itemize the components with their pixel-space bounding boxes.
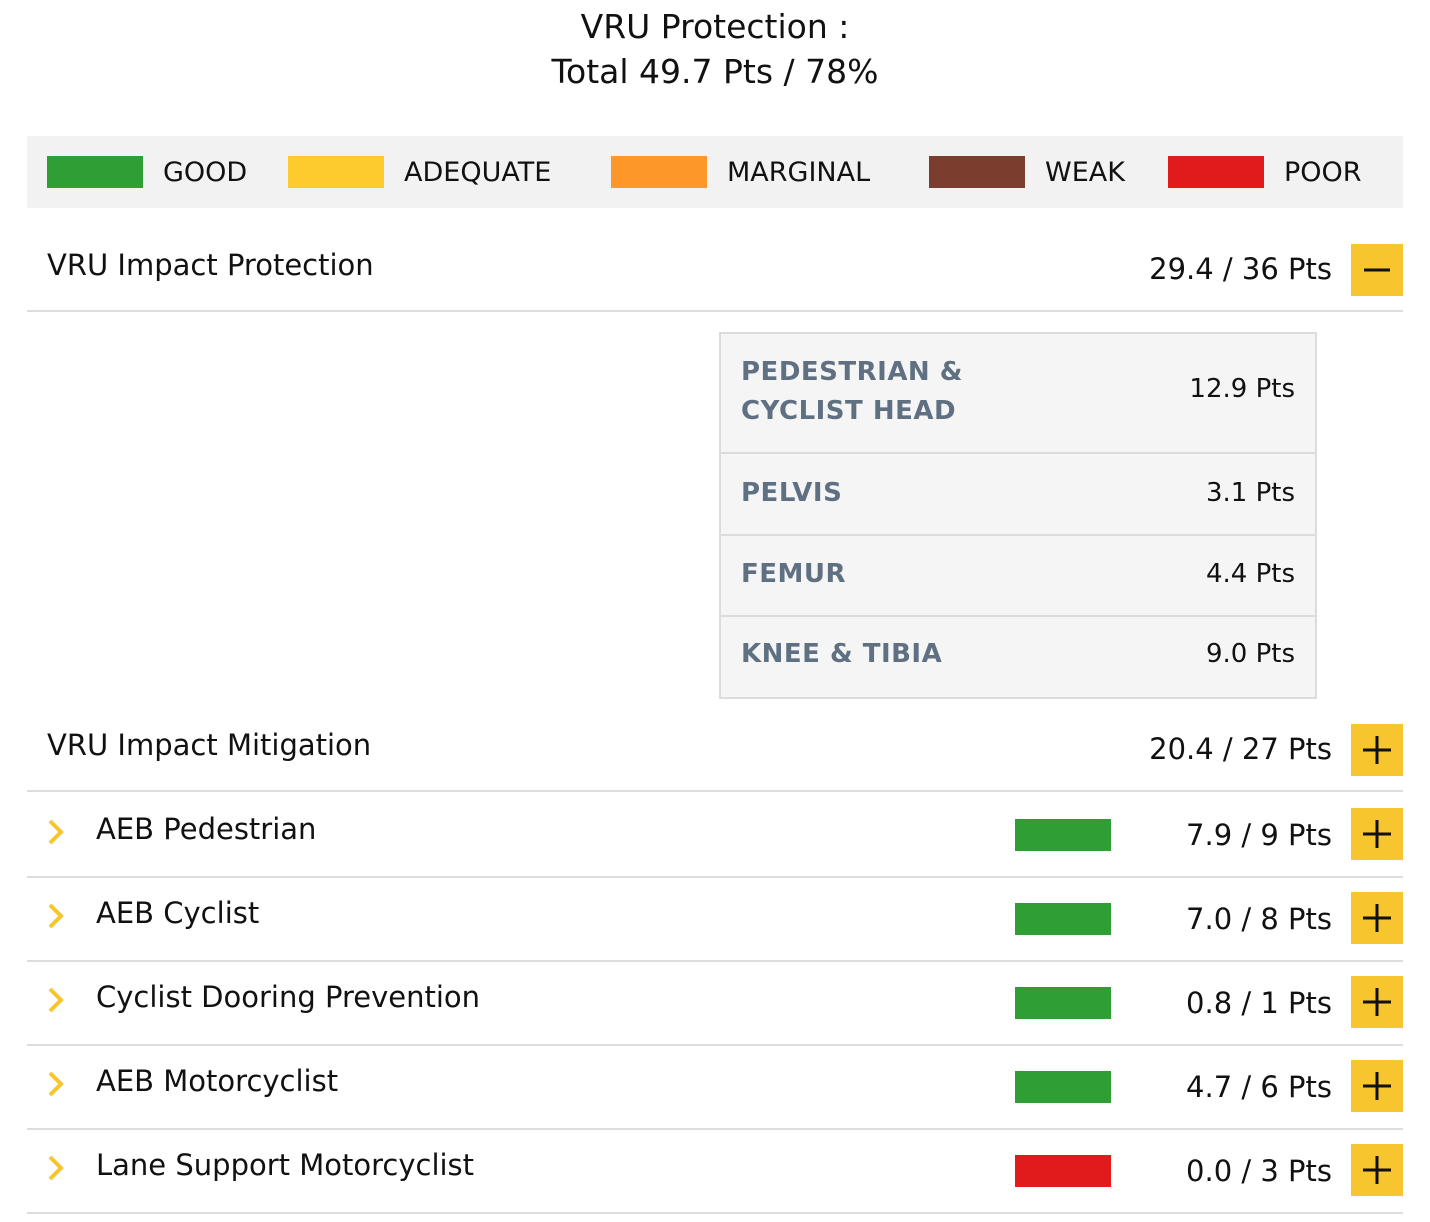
collapse-button-impact-protection[interactable] bbox=[1351, 244, 1403, 296]
plus-icon bbox=[1363, 904, 1391, 932]
section-title-impact-mitigation: VRU Impact Mitigation bbox=[47, 728, 372, 762]
breakdown-value: 4.4 Pts bbox=[1205, 559, 1295, 589]
breakdown-label: KNEE & TIBIA bbox=[741, 639, 943, 669]
section-score-impact-protection: 29.4 / 36 Pts bbox=[1149, 252, 1332, 286]
legend-swatch-weak bbox=[929, 156, 1025, 188]
breakdown-label: FEMUR bbox=[741, 559, 847, 589]
breakdown-label: PEDESTRIAN & CYCLIST HEAD bbox=[741, 357, 963, 426]
item-label: AEB Motorcyclist bbox=[96, 1064, 339, 1098]
chevron-right-icon bbox=[48, 987, 64, 1013]
breakdown-value: 12.9 Pts bbox=[1189, 374, 1295, 404]
item-score: 4.7 / 6 Pts bbox=[1186, 1070, 1332, 1104]
expand-button-impact-mitigation[interactable] bbox=[1351, 724, 1403, 776]
legend-label-marginal: MARGINAL bbox=[727, 156, 871, 188]
legend-label-good: GOOD bbox=[163, 156, 248, 188]
plus-icon bbox=[1363, 820, 1391, 848]
section-score-impact-mitigation: 20.4 / 27 Pts bbox=[1149, 732, 1332, 766]
breakdown-row-head: PEDESTRIAN & CYCLIST HEAD 12.9 Pts bbox=[721, 334, 1315, 454]
plus-icon bbox=[1363, 1072, 1391, 1100]
legend-swatch-marginal bbox=[611, 156, 707, 188]
list-item-aeb-cyclist[interactable]: AEB Cyclist 7.0 / 8 Pts bbox=[27, 876, 1403, 962]
plus-icon bbox=[1363, 988, 1391, 1016]
item-score: 7.0 / 8 Pts bbox=[1186, 902, 1332, 936]
section-vru-impact-protection: VRU Impact Protection 29.4 / 36 Pts bbox=[27, 236, 1403, 312]
breakdown-value: 9.0 Pts bbox=[1205, 639, 1295, 669]
item-score: 7.9 / 9 Pts bbox=[1186, 818, 1332, 852]
page-title-line1: VRU Protection : bbox=[580, 7, 850, 46]
expand-button-aeb-cyclist[interactable] bbox=[1351, 892, 1403, 944]
chevron-right-icon bbox=[48, 1071, 64, 1097]
breakdown-row-pelvis: PELVIS 3.1 Pts bbox=[721, 454, 1315, 536]
legend-label-adequate: ADEQUATE bbox=[404, 156, 552, 188]
section-vru-impact-mitigation: VRU Impact Mitigation 20.4 / 27 Pts bbox=[27, 716, 1403, 792]
legend-item-marginal: MARGINAL bbox=[611, 136, 870, 208]
chevron-right-icon bbox=[48, 903, 64, 929]
breakdown-row-knee-tibia: KNEE & TIBIA 9.0 Pts bbox=[721, 617, 1315, 697]
item-label: Cyclist Dooring Prevention bbox=[96, 980, 481, 1014]
page-title: VRU Protection : Total 49.7 Pts / 78% bbox=[0, 4, 1430, 94]
legend-item-good: GOOD bbox=[47, 136, 247, 208]
legend-swatch-adequate bbox=[288, 156, 384, 188]
breakdown-label: PELVIS bbox=[741, 478, 843, 508]
item-label: AEB Cyclist bbox=[96, 896, 260, 930]
minus-icon bbox=[1364, 268, 1390, 272]
legend-item-weak: WEAK bbox=[929, 136, 1125, 208]
rating-legend: GOOD ADEQUATE MARGINAL WEAK POOR bbox=[27, 136, 1403, 208]
section-title-impact-protection: VRU Impact Protection bbox=[47, 248, 374, 282]
item-label: Lane Support Motorcyclist bbox=[96, 1148, 475, 1182]
rating-bar-good bbox=[1015, 819, 1111, 851]
list-item-cyclist-dooring-prevention[interactable]: Cyclist Dooring Prevention 0.8 / 1 Pts bbox=[27, 960, 1403, 1046]
legend-label-weak: WEAK bbox=[1045, 156, 1125, 188]
page-title-line2: Total 49.7 Pts / 78% bbox=[551, 52, 879, 91]
chevron-right-icon bbox=[48, 1155, 64, 1181]
list-item-lane-support-motorcyclist[interactable]: Lane Support Motorcyclist 0.0 / 3 Pts bbox=[27, 1128, 1403, 1214]
breakdown-row-femur: FEMUR 4.4 Pts bbox=[721, 536, 1315, 617]
rating-bar-poor bbox=[1015, 1155, 1111, 1187]
item-score: 0.0 / 3 Pts bbox=[1186, 1154, 1332, 1188]
rating-bar-good bbox=[1015, 987, 1111, 1019]
legend-item-adequate: ADEQUATE bbox=[288, 136, 551, 208]
expand-button-aeb-pedestrian[interactable] bbox=[1351, 808, 1403, 860]
chevron-right-icon bbox=[48, 819, 64, 845]
impact-protection-breakdown: PEDESTRIAN & CYCLIST HEAD 12.9 Pts PELVI… bbox=[719, 332, 1317, 699]
legend-item-poor: POOR bbox=[1168, 136, 1362, 208]
item-label: AEB Pedestrian bbox=[96, 812, 317, 846]
breakdown-value: 3.1 Pts bbox=[1205, 478, 1295, 508]
legend-label-poor: POOR bbox=[1284, 156, 1362, 188]
plus-icon bbox=[1363, 1156, 1391, 1184]
expand-button-cyclist-dooring-prevention[interactable] bbox=[1351, 976, 1403, 1028]
legend-swatch-good bbox=[47, 156, 143, 188]
expand-button-lane-support-motorcyclist[interactable] bbox=[1351, 1144, 1403, 1196]
legend-swatch-poor bbox=[1168, 156, 1264, 188]
rating-bar-good bbox=[1015, 1071, 1111, 1103]
item-score: 0.8 / 1 Pts bbox=[1186, 986, 1332, 1020]
list-item-aeb-pedestrian[interactable]: AEB Pedestrian 7.9 / 9 Pts bbox=[27, 792, 1403, 878]
plus-icon bbox=[1363, 736, 1391, 764]
list-item-aeb-motorcyclist[interactable]: AEB Motorcyclist 4.7 / 6 Pts bbox=[27, 1044, 1403, 1130]
rating-bar-good bbox=[1015, 903, 1111, 935]
expand-button-aeb-motorcyclist[interactable] bbox=[1351, 1060, 1403, 1112]
